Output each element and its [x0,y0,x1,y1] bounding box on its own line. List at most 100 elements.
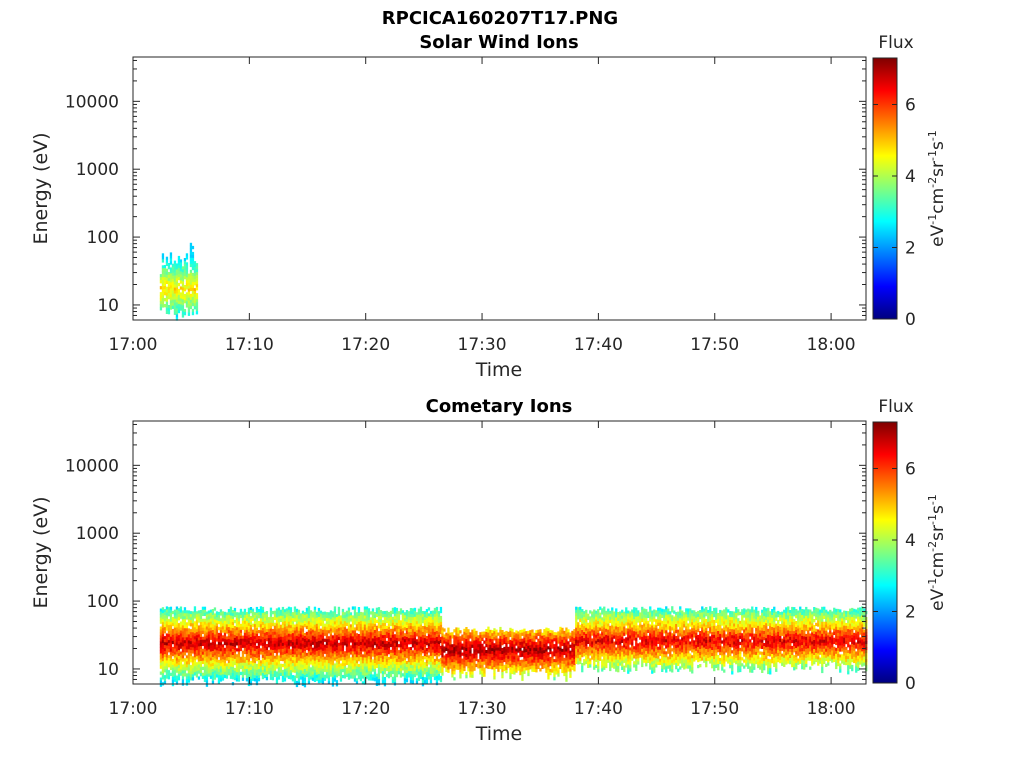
heatmap-cell [327,675,331,679]
heatmap-cell [293,615,297,619]
heatmap-cell [395,619,399,624]
heatmap-cell [377,634,381,638]
heatmap-cell [619,650,622,654]
heatmap-cell [397,671,401,675]
heatmap-cell [211,669,215,673]
heatmap-cell [519,629,522,634]
heatmap-cell [471,644,474,648]
heatmap-cell [249,628,253,632]
heatmap-cell [233,637,237,642]
heatmap-cell [169,270,173,274]
heatmap-cell [331,620,335,624]
heatmap-cell [437,611,441,615]
heatmap-cell [303,624,307,628]
heatmap-cell [389,655,393,660]
heatmap-cell [259,621,263,625]
heatmap-cell [551,669,554,673]
heatmap-cell [571,639,574,644]
heatmap-cell [429,616,433,621]
heatmap-cell [323,668,327,672]
heatmap-cell [199,649,203,653]
heatmap-cell [511,646,514,651]
heatmap-cell [159,280,163,284]
heatmap-cell [513,659,516,663]
heatmap-cell [249,640,253,644]
heatmap-cell [593,633,596,637]
heatmap-cell [175,618,179,622]
heatmap-cell [185,253,189,257]
heatmap-cell [397,620,401,624]
heatmap-cell [511,628,514,633]
heatmap-cell [255,612,259,617]
heatmap-cell [245,672,249,676]
heatmap-cell [455,627,458,631]
heatmap-cell [625,607,628,611]
heatmap-cell [283,666,287,670]
heatmap-cell [619,644,622,648]
heatmap-cell [179,609,183,613]
heatmap-cell [497,668,500,672]
heatmap-cell [183,264,187,268]
heatmap-cell [245,645,249,649]
heatmap-cell [175,263,179,267]
heatmap-cell [417,635,421,639]
heatmap-cell [203,630,207,634]
heatmap-cell [547,655,550,659]
heatmap-cell [521,659,524,663]
heatmap-cell [361,624,365,628]
heatmap-cell [189,275,193,280]
heatmap-cell [529,657,532,661]
heatmap-cell [317,637,321,642]
heatmap-cell [397,617,401,621]
heatmap-cell [391,619,395,624]
heatmap-cell [185,265,189,269]
heatmap-cell [513,671,516,675]
heatmap-cell [485,632,488,636]
heatmap-cell [451,650,454,654]
heatmap-cell [355,633,359,637]
heatmap-cell [185,625,189,629]
heatmap-cell [265,635,269,639]
heatmap-cell [375,661,379,665]
heatmap-cell [225,612,229,616]
heatmap-cell [339,657,343,661]
heatmap-cell [495,659,498,663]
heatmap-cell [295,671,299,676]
heatmap-cell [383,635,387,639]
heatmap-cell [189,638,193,642]
heatmap-cell [545,669,548,673]
heatmap-cell [333,606,337,610]
heatmap-cell [471,635,474,639]
heatmap-cell [187,640,191,644]
heatmap-cell [491,636,494,640]
heatmap-cell [171,272,175,276]
heatmap-cell [279,645,283,649]
heatmap-cell [391,667,395,672]
heatmap-cell [477,644,480,648]
heatmap-cell [473,652,476,656]
heatmap-cell [257,612,261,616]
heatmap-cell [239,638,243,643]
heatmap-cell [307,672,311,676]
heatmap-cell [387,657,391,661]
heatmap-cell [399,644,403,648]
heatmap-cell [223,635,227,640]
heatmap-cell [239,623,243,628]
heatmap-cell [293,639,297,643]
heatmap-cell [237,639,241,643]
heatmap-cell [429,640,433,645]
heatmap-cell [307,624,311,628]
heatmap-cell [377,643,381,647]
heatmap-cell [327,651,331,655]
heatmap-cell [499,635,502,640]
heatmap-cell [365,618,369,622]
heatmap-cell [221,638,225,642]
heatmap-cell [409,641,413,645]
heatmap-cell [187,673,191,677]
heatmap-cell [249,679,253,683]
heatmap-cell [405,679,409,683]
heatmap-cell [575,657,578,661]
heatmap-cell [191,302,195,307]
heatmap-cell [201,630,205,634]
heatmap-cell [273,634,277,638]
